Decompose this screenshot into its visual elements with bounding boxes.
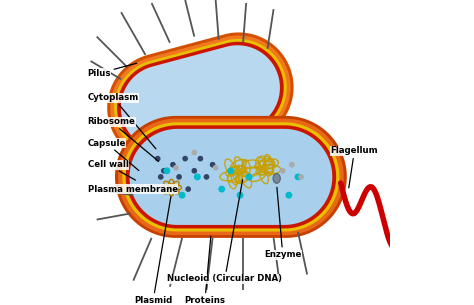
Text: Pilus: Pilus — [88, 63, 137, 78]
Circle shape — [183, 156, 187, 161]
Ellipse shape — [273, 174, 280, 183]
Polygon shape — [122, 122, 339, 231]
Circle shape — [192, 150, 196, 155]
Polygon shape — [118, 119, 344, 235]
Text: Proteins: Proteins — [184, 236, 226, 305]
Circle shape — [192, 169, 196, 173]
Circle shape — [237, 192, 243, 198]
Polygon shape — [114, 39, 287, 156]
Text: Cell wall: Cell wall — [88, 160, 136, 180]
Circle shape — [290, 163, 294, 167]
Circle shape — [246, 174, 252, 180]
Circle shape — [159, 175, 163, 179]
Circle shape — [299, 175, 303, 179]
Text: Plasma membrane: Plasma membrane — [88, 185, 178, 194]
Circle shape — [198, 156, 202, 161]
Circle shape — [155, 156, 160, 161]
Polygon shape — [117, 42, 284, 153]
Circle shape — [186, 187, 191, 191]
Text: Plasmid: Plasmid — [134, 196, 172, 305]
Circle shape — [162, 169, 166, 173]
Circle shape — [177, 175, 181, 179]
Polygon shape — [107, 32, 293, 163]
Polygon shape — [129, 129, 332, 225]
Text: Flagellum: Flagellum — [330, 146, 378, 188]
Circle shape — [168, 187, 172, 191]
Circle shape — [174, 166, 178, 170]
Polygon shape — [110, 35, 291, 160]
Circle shape — [195, 174, 200, 180]
Circle shape — [204, 175, 209, 179]
Circle shape — [210, 163, 215, 167]
Circle shape — [179, 192, 185, 198]
Text: Nucleoid (Circular DNA): Nucleoid (Circular DNA) — [167, 180, 283, 284]
Text: Enzyme: Enzyme — [264, 187, 301, 259]
Circle shape — [286, 192, 292, 198]
Circle shape — [295, 174, 301, 180]
Circle shape — [228, 168, 234, 174]
Circle shape — [219, 186, 225, 192]
Circle shape — [213, 166, 218, 170]
Text: Capsule: Capsule — [88, 139, 139, 170]
Circle shape — [281, 169, 285, 173]
Text: Cytoplasm: Cytoplasm — [88, 93, 156, 149]
Circle shape — [171, 163, 175, 167]
Circle shape — [164, 168, 170, 174]
Polygon shape — [121, 45, 280, 150]
Polygon shape — [126, 125, 336, 228]
Polygon shape — [115, 116, 347, 238]
Text: Ribosome: Ribosome — [88, 117, 159, 161]
